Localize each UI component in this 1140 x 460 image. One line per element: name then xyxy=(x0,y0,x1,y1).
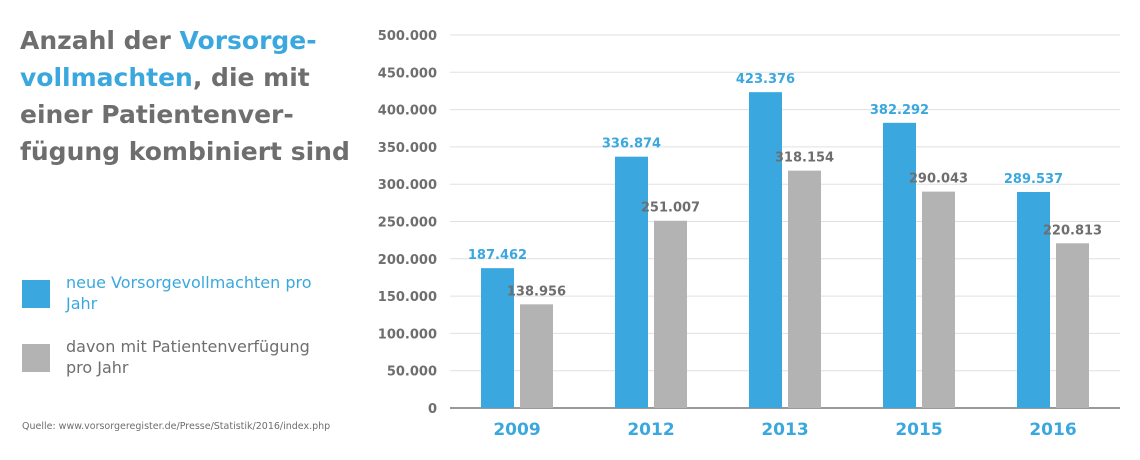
chart-title: Anzahl der Vorsorge-vollmachten, die mit… xyxy=(20,22,350,170)
data-label: 336.874 xyxy=(602,137,661,152)
legend-swatch-gray xyxy=(22,344,50,372)
source-note: Quelle: www.vorsorgeregister.de/Presse/S… xyxy=(22,421,331,432)
y-tick-label: 350.000 xyxy=(378,141,437,156)
data-label: 290.043 xyxy=(909,172,968,187)
y-tick-label: 250.000 xyxy=(378,216,437,231)
y-tick-label: 300.000 xyxy=(378,178,437,193)
bar xyxy=(922,191,955,408)
legend-item-gray: davon mit Patientenverfügung pro Jahr xyxy=(22,336,352,378)
x-tick-label: 2015 xyxy=(895,420,942,440)
legend: neue Vorsorgevollmachten pro Jahr davon … xyxy=(22,272,352,400)
legend-item-blue: neue Vorsorgevollmachten pro Jahr xyxy=(22,272,352,314)
x-tick-label: 2012 xyxy=(627,420,674,440)
y-tick-label: 150.000 xyxy=(378,290,437,305)
data-label: 220.813 xyxy=(1043,223,1102,238)
y-tick-label: 100.000 xyxy=(378,327,437,342)
legend-swatch-blue xyxy=(22,280,50,308)
y-tick-label: 200.000 xyxy=(378,253,437,268)
data-label: 423.376 xyxy=(736,72,795,87)
bar xyxy=(749,92,782,409)
legend-label-blue: neue Vorsorgevollmachten pro Jahr xyxy=(66,273,312,313)
title-highlight: Vorsorge-vollmachten xyxy=(20,26,317,92)
bar-chart: 0 50.000 100.000 150.000 200.000 250.000 300.0… xyxy=(378,29,1120,440)
bar xyxy=(654,220,687,408)
y-tick-label: 0 xyxy=(428,402,437,417)
x-tick-label: 2013 xyxy=(761,420,808,440)
y-tick-label: 500.000 xyxy=(378,29,437,44)
x-tick-label: 2016 xyxy=(1029,420,1076,440)
data-label: 138.956 xyxy=(507,284,566,299)
bar xyxy=(883,122,916,408)
data-label: 382.292 xyxy=(870,103,929,118)
bar xyxy=(1056,243,1089,408)
data-label: 289.537 xyxy=(1004,172,1063,187)
x-tick-label: 2009 xyxy=(493,420,540,440)
y-tick-label: 50.000 xyxy=(387,365,437,380)
title-part-1: Anzahl der xyxy=(20,26,180,55)
legend-label-gray: davon mit Patientenverfügung pro Jahr xyxy=(66,337,310,377)
y-tick-label: 400.000 xyxy=(378,104,437,119)
bar xyxy=(788,170,821,408)
bar xyxy=(481,268,514,408)
bar xyxy=(615,156,648,408)
bar xyxy=(520,304,553,408)
y-tick-label: 450.000 xyxy=(378,66,437,81)
data-label: 187.462 xyxy=(468,248,527,263)
data-label: 251.007 xyxy=(641,201,700,216)
data-label: 318.154 xyxy=(775,151,834,166)
title-part-3: , die mit einer Patientenver-fügung komb… xyxy=(20,63,350,166)
bar xyxy=(1017,192,1050,408)
